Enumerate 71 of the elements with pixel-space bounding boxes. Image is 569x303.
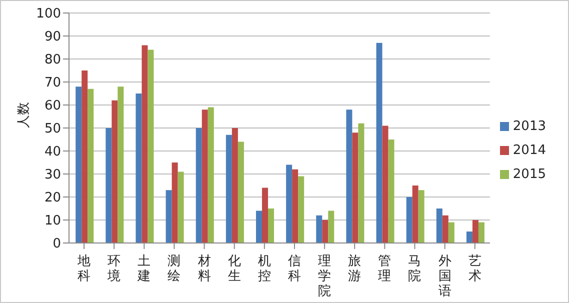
x-tick-label: 艺术 bbox=[468, 254, 482, 284]
bar bbox=[412, 186, 418, 243]
bar bbox=[328, 210, 334, 243]
bar bbox=[112, 100, 118, 243]
bar bbox=[142, 45, 148, 243]
bar bbox=[322, 220, 328, 243]
x-tick-label: 测绘 bbox=[168, 254, 181, 284]
x-tick-label: 材料 bbox=[196, 254, 211, 284]
y-tick-label: 80 bbox=[44, 52, 61, 68]
bar bbox=[376, 42, 382, 243]
bar bbox=[268, 208, 274, 243]
bar bbox=[178, 172, 184, 243]
y-tick-label: 0 bbox=[52, 236, 61, 252]
bar bbox=[262, 188, 268, 243]
y-tick-label: 20 bbox=[44, 190, 61, 206]
x-tick-label: 外国语 bbox=[438, 254, 452, 299]
bar bbox=[232, 128, 238, 243]
legend-label: 2014 bbox=[512, 143, 546, 158]
bar bbox=[256, 210, 262, 243]
bar bbox=[202, 110, 208, 243]
bar bbox=[166, 190, 172, 243]
y-tick-label: 90 bbox=[44, 30, 61, 45]
bar bbox=[472, 220, 478, 243]
bar bbox=[448, 222, 454, 243]
x-tick-label: 机控 bbox=[258, 254, 271, 284]
bar bbox=[106, 128, 112, 243]
bar bbox=[388, 140, 394, 243]
x-tick-label: 理学院 bbox=[318, 254, 332, 299]
x-tick-label: 旅游 bbox=[348, 254, 362, 284]
bar bbox=[76, 86, 82, 243]
bar bbox=[292, 169, 298, 243]
x-tick-label: 马院 bbox=[408, 254, 422, 284]
bar bbox=[148, 50, 154, 243]
x-tick-label: 信科 bbox=[288, 254, 301, 284]
y-tick-label: 60 bbox=[44, 98, 61, 114]
bar bbox=[238, 142, 244, 243]
bar bbox=[172, 162, 178, 243]
bar bbox=[436, 208, 442, 243]
x-tick-label: 土建 bbox=[136, 254, 151, 284]
x-tick-label: 化生 bbox=[228, 254, 241, 284]
bar bbox=[118, 86, 124, 243]
bar bbox=[226, 134, 232, 243]
y-tick-label: 10 bbox=[44, 214, 61, 229]
bar bbox=[418, 190, 424, 243]
bar bbox=[406, 197, 412, 243]
legend-label: 2015 bbox=[512, 167, 546, 182]
bar bbox=[478, 222, 484, 243]
bar bbox=[346, 110, 352, 243]
bar bbox=[208, 107, 214, 243]
bar bbox=[88, 88, 94, 243]
bar bbox=[82, 70, 88, 243]
bar bbox=[382, 126, 388, 243]
y-tick-label: 70 bbox=[44, 76, 61, 91]
bar bbox=[466, 232, 472, 243]
x-tick-label: 环境 bbox=[106, 254, 121, 284]
bar bbox=[196, 128, 202, 243]
bar bbox=[352, 132, 358, 243]
legend-label: 2013 bbox=[512, 119, 546, 134]
bar bbox=[442, 215, 448, 243]
bar bbox=[136, 94, 142, 243]
y-tick-label: 50 bbox=[44, 122, 61, 137]
x-tick-label: 管理 bbox=[378, 254, 392, 284]
bar bbox=[298, 176, 304, 243]
y-tick-label: 100 bbox=[36, 6, 61, 22]
y-tick-label: 40 bbox=[44, 144, 61, 160]
bar bbox=[316, 215, 322, 243]
bar bbox=[286, 164, 292, 243]
y-tick-label: 30 bbox=[44, 168, 61, 183]
y-axis-title: 人数 bbox=[16, 102, 32, 128]
x-tick-label: 地科 bbox=[76, 254, 91, 284]
bar bbox=[358, 123, 364, 243]
